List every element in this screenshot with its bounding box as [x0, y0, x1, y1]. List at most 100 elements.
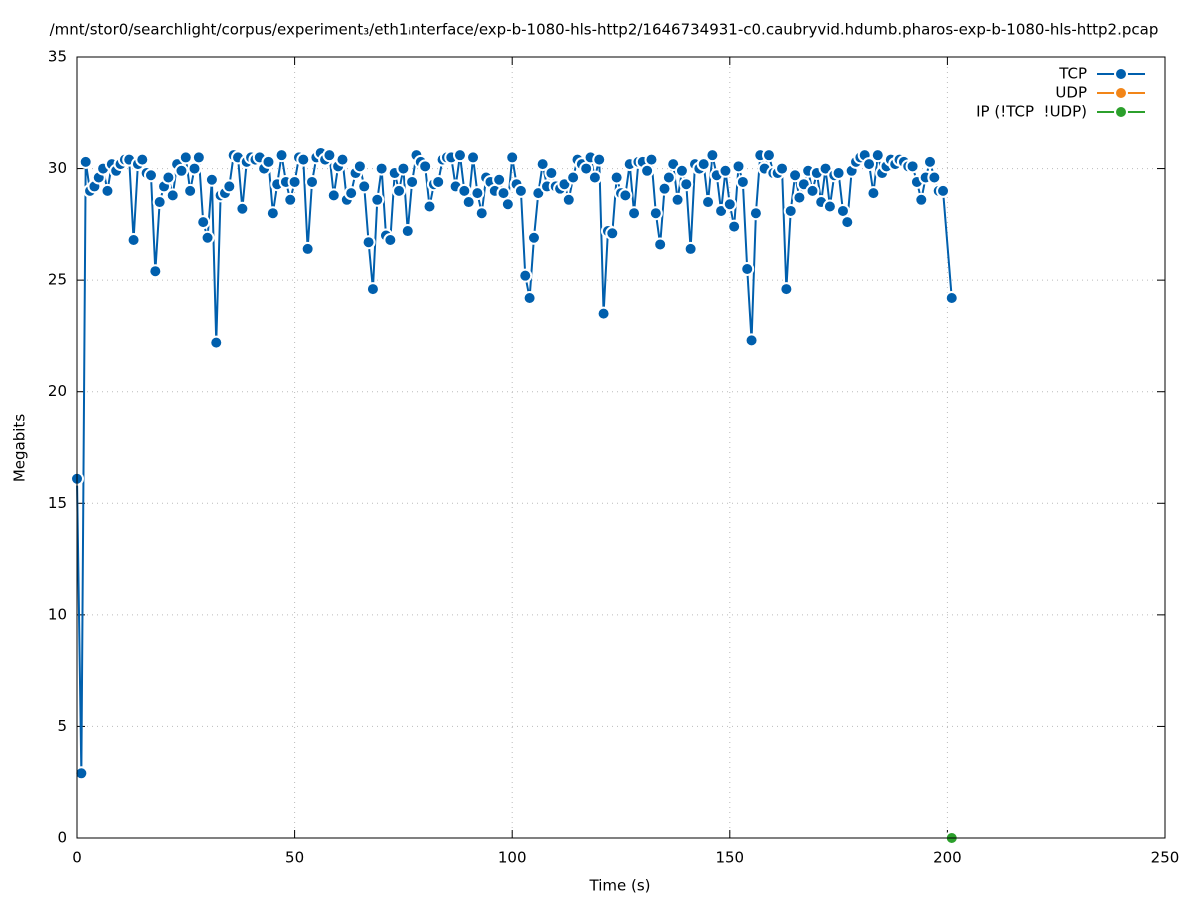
data-point [727, 219, 742, 234]
data-point [135, 152, 150, 167]
y-tick-label: 35 [48, 48, 67, 66]
data-point [100, 183, 115, 198]
y-tick-label: 5 [57, 717, 67, 735]
data-point [831, 166, 846, 181]
data-point [779, 282, 794, 297]
data-point [126, 232, 141, 247]
data-point [840, 215, 855, 230]
data-point [792, 190, 807, 205]
legend-swatch [1114, 86, 1128, 100]
data-point [174, 163, 189, 178]
data-point [191, 150, 206, 165]
legend-label: UDP [1055, 84, 1087, 102]
data-point [418, 159, 433, 174]
data-point [400, 224, 415, 239]
data-point [209, 335, 224, 350]
data-point [701, 195, 716, 210]
data-point [283, 192, 298, 207]
data-point [587, 170, 602, 185]
legend-swatch [1114, 67, 1128, 81]
data-point [696, 157, 711, 172]
data-point [679, 177, 694, 192]
data-point [492, 172, 507, 187]
data-point [222, 179, 237, 194]
data-point [287, 174, 302, 189]
data-point [352, 159, 367, 174]
legend-label: TCP [1058, 65, 1087, 83]
data-point [674, 163, 689, 178]
data-point [735, 174, 750, 189]
data-point [718, 163, 733, 178]
data-point [178, 150, 193, 165]
data-point [326, 188, 341, 203]
data-point [592, 152, 607, 167]
x-tick-label: 150 [715, 849, 744, 867]
y-tick-label: 25 [48, 271, 67, 289]
data-point [143, 168, 158, 183]
legend-swatch [1114, 105, 1128, 119]
data-point [605, 226, 620, 241]
data-point [161, 170, 176, 185]
data-point [396, 161, 411, 176]
data-point [335, 152, 350, 167]
data-point [627, 206, 642, 221]
x-tick-label: 200 [933, 849, 962, 867]
data-point [775, 161, 790, 176]
data-point [200, 230, 215, 245]
data-point [670, 192, 685, 207]
data-point [405, 174, 420, 189]
data-point [914, 192, 929, 207]
data-point [653, 237, 668, 252]
x-axis-label: Time (s) [589, 877, 651, 895]
data-point [544, 166, 559, 181]
data-point [500, 197, 515, 212]
data-point [196, 215, 211, 230]
data-point [344, 186, 359, 201]
data-point [365, 282, 380, 297]
data-point [274, 148, 289, 163]
data-point [357, 179, 372, 194]
data-point [936, 183, 951, 198]
data-point [74, 766, 89, 781]
data-point [683, 241, 698, 256]
data-point [431, 174, 446, 189]
data-point [731, 159, 746, 174]
data-point [927, 170, 942, 185]
data-point [526, 230, 541, 245]
y-tick-label: 20 [48, 382, 67, 400]
data-point [522, 290, 537, 305]
data-point [822, 199, 837, 214]
data-point [466, 150, 481, 165]
data-point [596, 306, 611, 321]
data-point [561, 192, 576, 207]
data-point [183, 183, 198, 198]
data-point [722, 197, 737, 212]
data-point [300, 241, 315, 256]
data-point [265, 206, 280, 221]
data-point [505, 150, 520, 165]
data-point [862, 157, 877, 172]
y-tick-label: 10 [48, 605, 67, 623]
data-point [805, 183, 820, 198]
x-tick-label: 250 [1151, 849, 1180, 867]
data-point [866, 186, 881, 201]
chart-title: /mnt/stor0/searchlight/corpus/experiment… [50, 21, 1159, 39]
data-point [470, 186, 485, 201]
x-tick-label: 100 [498, 849, 527, 867]
data-point [422, 199, 437, 214]
data-point [261, 154, 276, 169]
data-point [474, 206, 489, 221]
data-point [518, 268, 533, 283]
data-point [513, 183, 528, 198]
data-point [740, 261, 755, 276]
data-point [235, 201, 250, 216]
data-point [944, 290, 959, 305]
data-point [870, 148, 885, 163]
y-axis-label: Megabits [11, 414, 29, 482]
legend-label: IP (!TCP !UDP) [976, 103, 1087, 121]
data-point [783, 203, 798, 218]
data-point [148, 264, 163, 279]
data-point [905, 159, 920, 174]
